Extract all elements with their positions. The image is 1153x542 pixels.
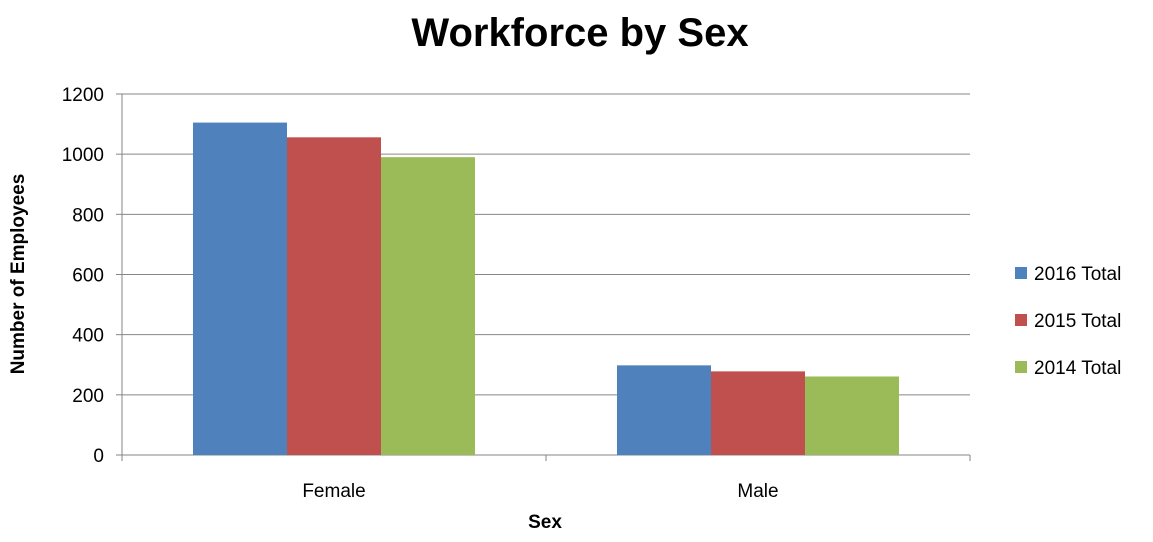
y-tick-label: 400: [72, 326, 104, 347]
y-axis-title: Number of Employees: [8, 174, 29, 375]
x-tick-labels: Female Male: [302, 481, 778, 502]
bar-male-2015-total: [711, 371, 805, 455]
bar-female-2016-total: [193, 122, 287, 456]
x-axis-title: Sex: [528, 512, 562, 533]
bars: [193, 122, 899, 456]
bar-male-2014-total: [805, 376, 899, 455]
legend-label: 2015 Total: [1034, 311, 1121, 332]
bar-female-2014-total: [381, 157, 475, 456]
y-tick-label: 800: [72, 205, 104, 226]
y-tick-label: 1000: [62, 145, 104, 166]
chart-title: Workforce by Sex: [411, 11, 748, 55]
y-tick-label: 600: [72, 266, 104, 287]
bar-male-2016-total: [617, 365, 711, 455]
y-tick-label: 200: [72, 386, 104, 407]
legend: 2016 Total 2015 Total 2014 Total: [1015, 264, 1121, 379]
x-tick-label: Female: [302, 481, 365, 502]
legend-swatch: [1015, 361, 1027, 373]
y-tick-labels: 0 200 400 600 800 1000 1200: [62, 85, 104, 467]
bar-female-2015-total: [287, 137, 381, 455]
legend-swatch: [1015, 314, 1027, 326]
y-tick-label: 0: [93, 446, 104, 467]
legend-label: 2014 Total: [1034, 358, 1121, 379]
y-tick-label: 1200: [62, 85, 104, 106]
legend-label: 2016 Total: [1034, 264, 1121, 285]
legend-swatch: [1015, 267, 1027, 279]
x-tick-label: Male: [737, 481, 778, 502]
